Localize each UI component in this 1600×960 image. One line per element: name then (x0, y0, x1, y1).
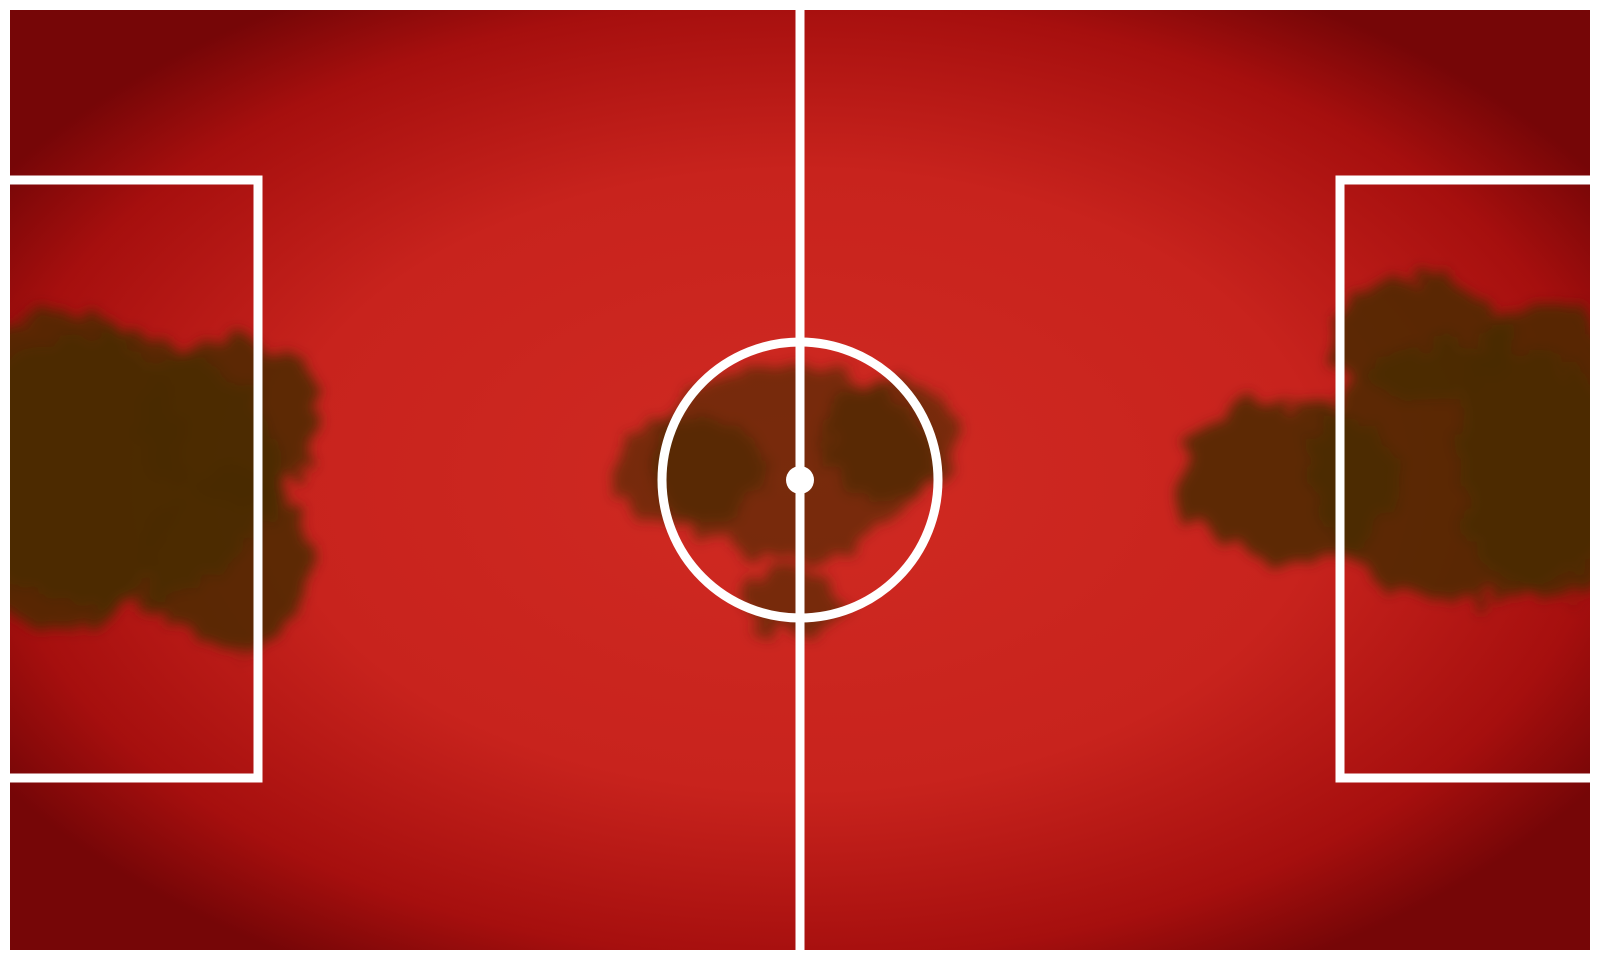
heat-zone-center-circle (615, 365, 960, 635)
center-spot (786, 466, 814, 494)
left-penalty-box (10, 175, 263, 783)
right-penalty-box (1335, 175, 1590, 783)
heat-zone-left-goal-area (10, 310, 320, 650)
heatmap-layer (10, 280, 1590, 650)
center-circle (657, 337, 943, 623)
heat-zone-right-goal-area (1180, 280, 1590, 600)
